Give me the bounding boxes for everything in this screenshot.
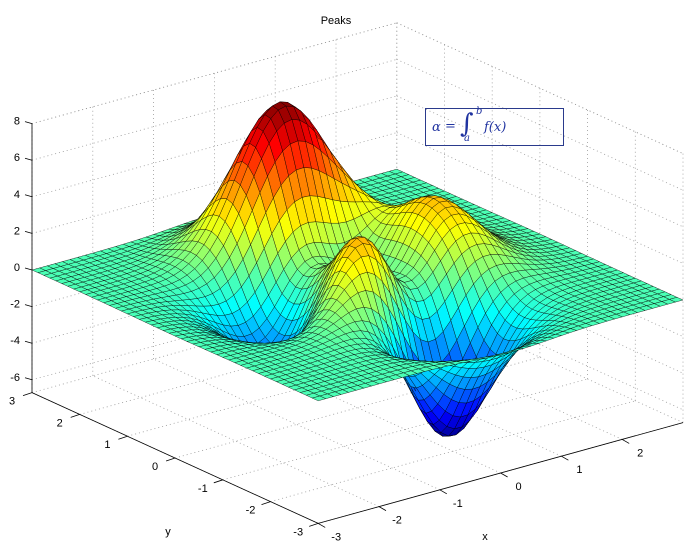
x-tick-label: -1 <box>453 498 463 510</box>
z-tick-label: -2 <box>10 299 20 311</box>
z-tick <box>24 340 33 344</box>
y-tick <box>70 414 80 418</box>
surface-patch <box>432 197 448 203</box>
z-tick-label: 4 <box>14 189 20 201</box>
z-tick-label: -4 <box>10 335 20 347</box>
annotation-upper-limit: b <box>476 106 483 117</box>
grid-line <box>396 22 684 154</box>
z-tick <box>24 157 33 161</box>
y-tick-label: 3 <box>9 396 15 408</box>
y-tick <box>213 479 223 484</box>
grid-line <box>396 59 684 191</box>
grid-line <box>335 308 623 440</box>
x-tick <box>622 439 630 444</box>
z-tick-label: 8 <box>14 116 20 128</box>
y-tick-label: 2 <box>57 417 63 429</box>
y-tick <box>309 523 319 527</box>
grid-line <box>396 95 684 228</box>
surface-patch <box>311 395 327 402</box>
formula-annotation: α = ∫ b a f(x) <box>425 106 564 146</box>
annotation-alpha: α <box>432 120 441 135</box>
grid-line <box>396 132 684 264</box>
x-tick-label: -2 <box>392 515 402 527</box>
x-tick-label: 1 <box>576 464 582 476</box>
x-tick-label: 2 <box>637 447 643 459</box>
grid-line <box>214 341 501 474</box>
z-tick <box>24 304 33 307</box>
surface-patch <box>348 237 364 249</box>
chart-title: Peaks <box>321 15 352 27</box>
z-tick <box>24 121 33 124</box>
annotation-integral-sign: ∫ <box>460 109 474 139</box>
z-tick <box>24 377 33 381</box>
x-tick-label: -3 <box>331 531 341 543</box>
y-tick-label: 1 <box>104 439 110 451</box>
surface-mesh <box>31 101 684 437</box>
x-tick <box>318 523 326 528</box>
z-tick-label: 2 <box>14 225 20 237</box>
y-tick <box>261 501 271 505</box>
y-tick-label: -1 <box>198 483 208 495</box>
grid-line <box>31 59 397 161</box>
x-tick <box>500 472 508 478</box>
y-axis-line <box>31 392 319 524</box>
z-tick <box>24 267 33 271</box>
y-tick-label: -2 <box>246 505 256 517</box>
y-tick <box>165 457 176 462</box>
grid-line <box>153 358 440 491</box>
annotation-equals: = <box>445 119 456 134</box>
y-tick <box>118 435 128 440</box>
surface-patch <box>271 101 287 111</box>
x-axis-line <box>318 422 684 524</box>
x-axis-label: x <box>482 531 488 543</box>
grid-line <box>92 375 380 507</box>
z-tick <box>24 194 33 198</box>
z-tick-label: 0 <box>14 262 20 274</box>
x-tick <box>561 455 569 461</box>
y-tick-label: -3 <box>293 526 303 538</box>
z-tick <box>24 231 33 234</box>
grid-line <box>31 22 397 124</box>
axes: -6 -4 -2 0 2 4 6 8 -3 -2 -1 0 1 2 3 -3 -2 -1 0 1 2 <box>9 116 684 543</box>
z-tick-label: 6 <box>14 152 20 164</box>
x-tick <box>439 489 447 495</box>
y-axis-label: y <box>165 526 171 538</box>
annotation-integrand: f(x) <box>484 120 507 135</box>
z-tick-label: -6 <box>10 372 20 384</box>
x-tick-label: 0 <box>516 481 522 493</box>
y-tick <box>22 392 33 396</box>
x-tick <box>378 506 387 511</box>
annotation-lower-limit: a <box>464 133 470 144</box>
y-tick-label: 0 <box>152 461 158 473</box>
